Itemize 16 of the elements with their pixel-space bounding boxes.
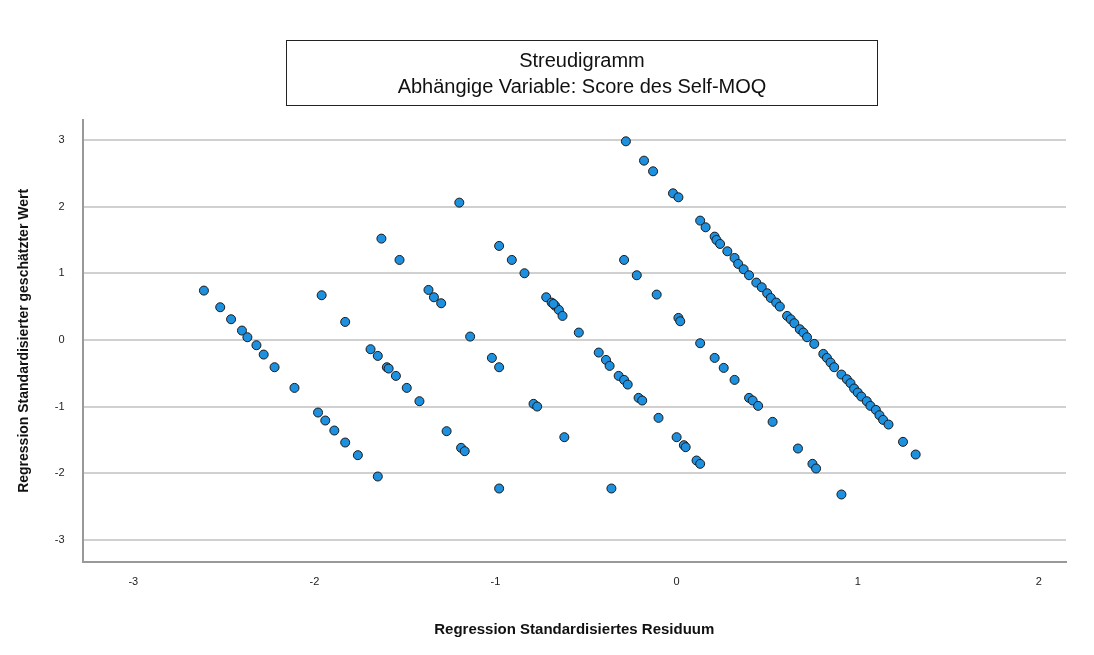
y-axis-title: Regression Standardisierter geschätzter Wert [15,188,32,493]
x-tick-label: 0 [673,575,680,588]
x-tick-label: -1 [490,575,501,588]
y-tick-label: 3 [58,133,65,146]
y-tick-label: -1 [54,399,65,412]
x-tick-label: 2 [1035,575,1042,588]
y-tick-label: -3 [54,532,65,545]
y-tick-label: 2 [58,199,65,212]
y-tick-label: -2 [54,466,65,479]
x-tick-label: -2 [309,575,320,588]
chart-title: Streudigramm Abhängige Variable: Score des Self-MOQ [396,48,768,99]
x-axis-title: Regression Standardisiertes Residuum [434,620,715,638]
x-tick-label: -3 [128,575,139,588]
x-tick-label: 1 [854,575,861,588]
y-tick-label: 1 [58,266,65,279]
y-tick-label: 0 [58,332,65,345]
